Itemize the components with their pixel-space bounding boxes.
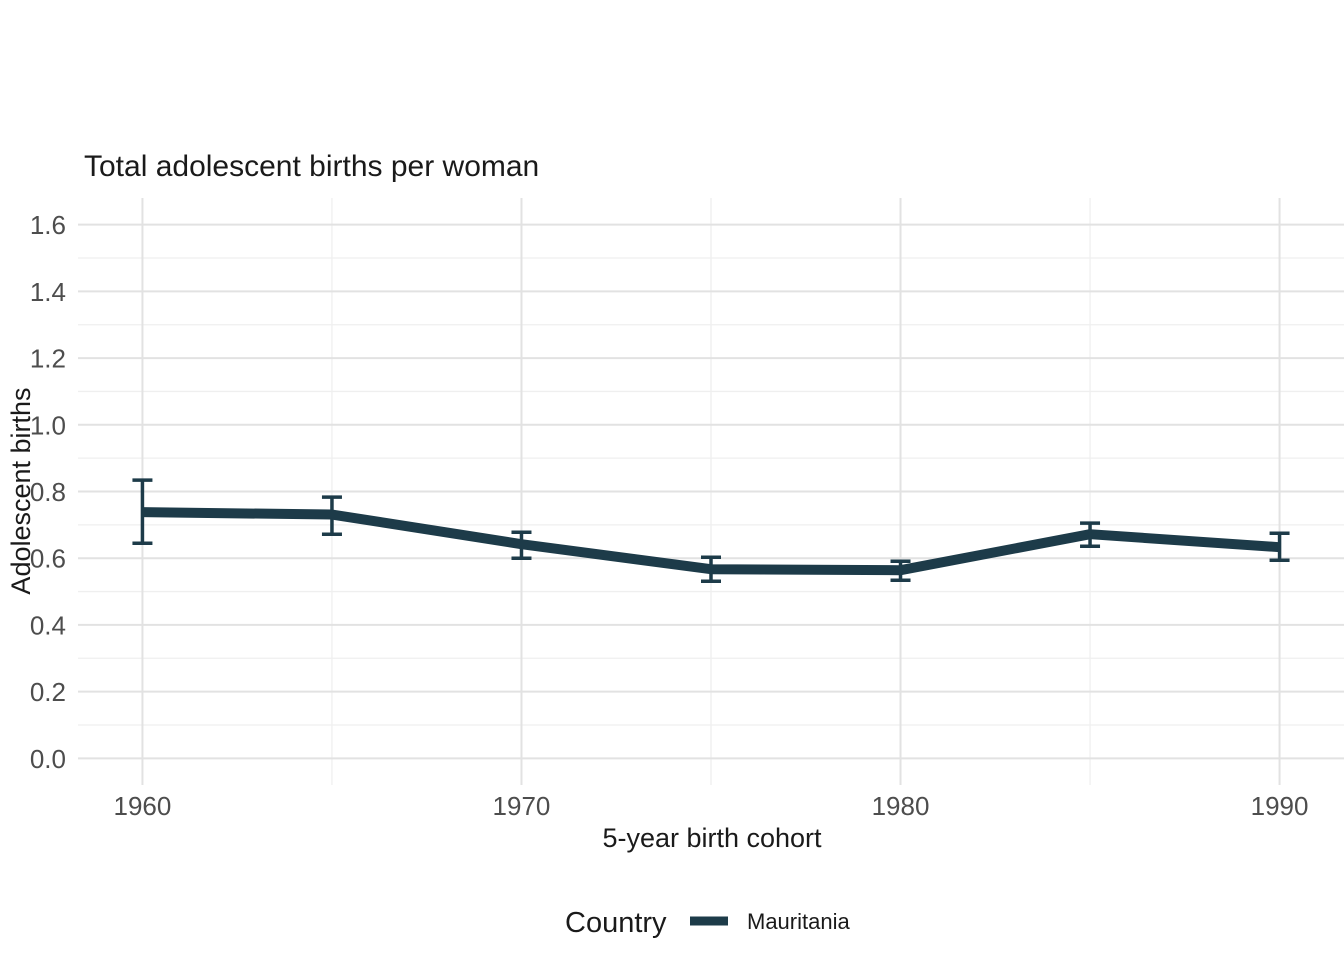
y-tick-label: 0.8 — [30, 477, 66, 507]
x-axis-tick-labels: 1960 1970 1980 1990 — [114, 791, 1309, 821]
x-tick-label: 1980 — [872, 791, 930, 821]
y-tick-label: 0.2 — [30, 677, 66, 707]
chart-title: Total adolescent births per woman — [84, 150, 539, 183]
y-tick-label: 0.0 — [30, 744, 66, 774]
major-gridlines — [78, 198, 1344, 785]
x-axis-title: 5-year birth cohort — [602, 823, 822, 853]
legend-item-label: Mauritania — [747, 909, 850, 934]
legend: Country Mauritania — [565, 907, 850, 939]
x-tick-label: 1970 — [493, 791, 551, 821]
data-lines — [142, 507, 1280, 576]
y-tick-label: 1.6 — [30, 210, 66, 240]
y-tick-label: 1.0 — [30, 410, 66, 440]
x-tick-label: 1990 — [1251, 791, 1309, 821]
legend-title: Country — [565, 907, 667, 939]
y-tick-label: 1.4 — [30, 277, 66, 307]
minor-gridlines — [78, 198, 1344, 785]
y-tick-label: 0.4 — [30, 610, 66, 640]
x-tick-label: 1960 — [114, 791, 172, 821]
data-line-mauritania — [142, 507, 1280, 576]
y-tick-label: 0.6 — [30, 544, 66, 574]
y-axis-title: Adolescent births — [6, 387, 36, 594]
y-tick-label: 1.2 — [30, 344, 66, 374]
y-axis-tick-labels: 0.0 0.2 0.4 0.6 0.8 1.0 1.2 1.4 1.6 — [30, 210, 66, 774]
